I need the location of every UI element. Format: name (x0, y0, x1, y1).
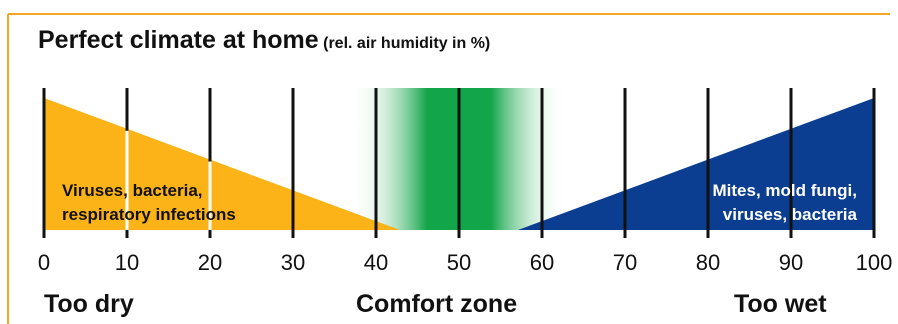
tick-label-20: 20 (198, 250, 222, 275)
wet-label-line2: viruses, bacteria (723, 205, 858, 224)
tick-label-40: 40 (364, 250, 388, 275)
too-dry-label: Too dry (44, 290, 134, 318)
too-dry-triangle (44, 98, 400, 230)
title-text: Perfect climate at home (38, 26, 319, 54)
tick-label-50: 50 (447, 250, 471, 275)
dry-label-line2: respiratory infections (62, 205, 236, 224)
subtitle-text: (rel. air humidity in %) (323, 35, 491, 52)
dry-label-line1: Viruses, bacteria, (62, 181, 203, 200)
tick-lines (42, 88, 876, 238)
too-wet-label: Too wet (734, 290, 827, 318)
tick-label-0: 0 (38, 250, 50, 275)
tick-labels: 0 10 20 30 40 50 60 70 80 90 100 (38, 250, 892, 275)
tick-label-100: 100 (856, 250, 893, 275)
diagram-title: Perfect climate at home (rel. air humidi… (38, 26, 490, 55)
too-wet-triangle (518, 98, 874, 230)
tick-label-60: 60 (530, 250, 554, 275)
tick-label-90: 90 (779, 250, 803, 275)
tick-label-80: 80 (696, 250, 720, 275)
tick-label-70: 70 (613, 250, 637, 275)
tick-label-10: 10 (115, 250, 139, 275)
tick-label-30: 30 (281, 250, 305, 275)
wet-label-line1: Mites, mold fungi, (713, 181, 858, 200)
comfort-zone-label: Comfort zone (356, 290, 518, 318)
